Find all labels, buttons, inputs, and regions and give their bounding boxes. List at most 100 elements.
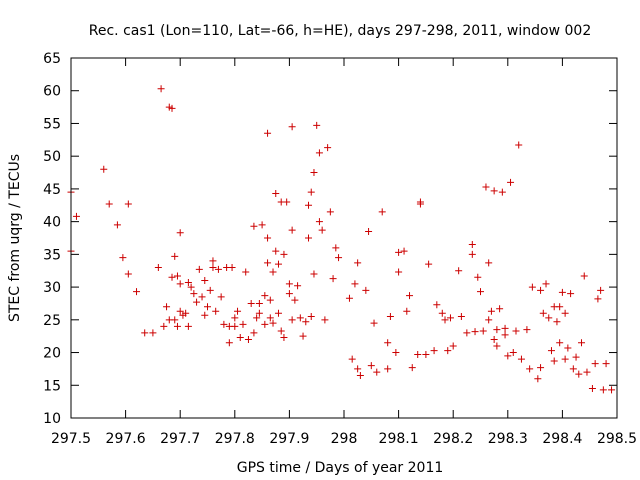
data-point: [534, 375, 542, 383]
data-point: [501, 331, 509, 339]
data-point: [201, 311, 209, 319]
data-point: [485, 316, 493, 324]
data-point: [384, 339, 392, 347]
data-point: [485, 259, 493, 267]
data-point: [269, 268, 277, 276]
data-point: [168, 273, 176, 281]
data-point: [386, 313, 394, 321]
data-point: [556, 339, 564, 347]
x-tick-label: 298.2: [433, 431, 473, 447]
data-point: [564, 344, 572, 352]
data-point: [356, 371, 364, 379]
data-point: [602, 360, 610, 368]
data-point: [171, 316, 179, 324]
data-point: [550, 357, 558, 365]
data-point: [280, 333, 288, 341]
data-point: [154, 263, 162, 271]
data-point: [425, 260, 433, 268]
data-point: [283, 198, 291, 206]
data-point: [487, 307, 495, 315]
data-point: [313, 121, 321, 129]
y-tick-label: 65: [43, 51, 61, 67]
data-point: [307, 313, 315, 321]
data-point: [100, 165, 108, 173]
data-point: [266, 296, 274, 304]
x-tick-label: 298.3: [488, 431, 528, 447]
data-point: [141, 329, 149, 337]
data-point: [315, 149, 323, 157]
data-point: [482, 183, 490, 191]
data-point: [274, 309, 282, 317]
data-point: [507, 178, 515, 186]
data-point: [255, 309, 263, 317]
data-point: [288, 123, 296, 131]
data-point: [575, 370, 583, 378]
data-point: [515, 141, 523, 149]
data-point: [479, 327, 487, 335]
axis-ticks: 297.5 297.6 297.7 297.8 297.9 298 298.1 298.2 29…: [43, 51, 637, 447]
data-point: [302, 318, 310, 326]
data-point: [239, 320, 247, 328]
data-point: [214, 265, 222, 273]
data-point: [395, 268, 403, 276]
data-point: [449, 342, 457, 350]
data-point: [493, 342, 501, 350]
data-point: [597, 286, 605, 294]
data-point: [455, 267, 463, 275]
data-point: [244, 335, 252, 343]
data-point: [408, 364, 416, 372]
data-point: [558, 288, 566, 296]
data-point: [247, 299, 255, 307]
data-point: [119, 254, 127, 262]
data-point: [299, 332, 307, 340]
data-point: [190, 290, 198, 298]
data-point: [184, 279, 192, 287]
data-point: [149, 329, 157, 337]
data-point: [171, 252, 179, 260]
data-point: [354, 259, 362, 267]
data-point: [296, 314, 304, 322]
x-tick-label: 298.4: [542, 431, 582, 447]
data-point: [561, 309, 569, 317]
data-point: [266, 314, 274, 322]
data-point: [433, 301, 441, 309]
data-point: [567, 290, 575, 298]
data-point: [217, 293, 225, 301]
data-point: [184, 322, 192, 330]
data-point: [201, 277, 209, 285]
y-tick-label: 30: [43, 280, 61, 296]
data-point: [291, 296, 299, 304]
data-point: [206, 286, 214, 294]
data-point: [474, 273, 482, 281]
data-point: [231, 322, 239, 330]
data-point: [261, 320, 269, 328]
data-point: [490, 187, 498, 195]
data-point: [588, 385, 596, 393]
data-point: [471, 328, 479, 336]
data-point: [163, 303, 171, 311]
data-point: [384, 365, 392, 373]
data-point: [537, 364, 545, 372]
data-point: [209, 257, 217, 265]
data-point: [220, 320, 228, 328]
data-point: [501, 324, 509, 332]
data-point: [556, 303, 564, 311]
data-point: [236, 333, 244, 341]
x-tick-label: 297.9: [269, 431, 309, 447]
x-tick-label: 297.6: [106, 431, 146, 447]
data-point: [187, 283, 195, 291]
x-axis-label: GPS time / Days of year 2011: [237, 460, 444, 476]
data-point: [310, 270, 318, 278]
x-tick-label: 298.5: [597, 431, 637, 447]
data-point: [406, 292, 414, 300]
data-point: [212, 307, 220, 315]
data-point: [305, 234, 313, 242]
data-point: [176, 280, 184, 288]
data-point: [332, 244, 340, 252]
x-tick-label: 297.5: [51, 431, 91, 447]
data-point: [468, 241, 476, 249]
data-point: [580, 272, 588, 280]
data-point: [446, 314, 454, 322]
data-point: [414, 351, 422, 359]
